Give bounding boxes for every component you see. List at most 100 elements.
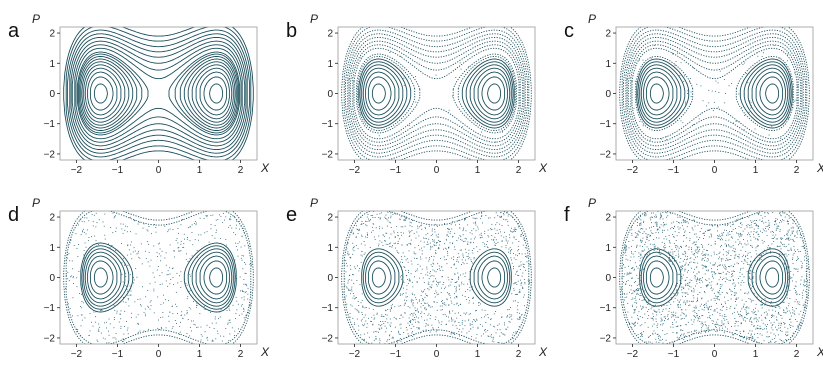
chaos-point [672, 236, 674, 238]
chaos-point [692, 333, 694, 334]
chaos-point [738, 234, 740, 236]
chaos-point [640, 253, 642, 255]
chaos-point [753, 223, 755, 224]
chaos-point [780, 302, 782, 303]
chaos-point [662, 304, 664, 306]
chaos-point [465, 291, 466, 293]
chaos-point [732, 313, 733, 315]
chaos-point [686, 101, 688, 103]
chaos-point [228, 308, 230, 310]
chaos-point [674, 260, 675, 262]
chaos-point [463, 228, 464, 230]
chaos-point [717, 230, 718, 232]
chaos-point [703, 238, 704, 239]
chaos-point [83, 231, 85, 233]
chaos-point [765, 318, 767, 319]
chaos-point [738, 263, 739, 265]
chaos-point [624, 273, 626, 275]
chaos-point [747, 293, 749, 295]
chaos-point [739, 333, 741, 334]
chaos-point [170, 279, 172, 280]
chaos-point [713, 271, 715, 273]
orbit-curve [643, 71, 674, 116]
chaos-point [755, 303, 757, 305]
chaos-point [639, 295, 641, 297]
chaos-point [441, 266, 443, 268]
chaos-point [353, 295, 355, 297]
chaos-point [780, 215, 782, 217]
x-tick-label: 0 [712, 349, 718, 360]
chaos-point [408, 335, 410, 337]
chaos-point [766, 331, 768, 333]
chaos-point [677, 283, 678, 284]
chaos-point [699, 316, 700, 317]
chaos-point [701, 315, 703, 317]
chaos-point [68, 280, 70, 282]
chaos-point [682, 330, 684, 331]
chaos-point [697, 294, 699, 295]
chaos-point [694, 275, 696, 277]
chaos-point [454, 293, 455, 295]
chaos-point [232, 304, 234, 306]
chaos-point [425, 308, 427, 310]
chaos-point [667, 314, 669, 316]
chaos-point [641, 335, 643, 337]
chaos-point [469, 290, 471, 292]
chaos-point [83, 261, 85, 263]
chaos-point [432, 239, 433, 241]
chaos-point [704, 265, 706, 267]
chaos-point [101, 332, 102, 334]
chaos-point [480, 303, 481, 305]
chaos-point [393, 230, 395, 232]
chaos-point [735, 248, 736, 250]
chaos-point [717, 237, 719, 239]
chaos-point [185, 282, 187, 284]
chaos-point [706, 266, 707, 267]
x-tick-label: −1 [112, 165, 124, 176]
chaos-point [493, 336, 495, 338]
chaos-point [495, 244, 496, 246]
chaos-point [699, 279, 700, 281]
chaos-point [196, 302, 198, 304]
chaos-point [715, 243, 716, 245]
chaos-point [515, 239, 517, 240]
chaos-point [351, 279, 353, 281]
chaos-point [405, 219, 406, 221]
chaos-point [701, 298, 703, 300]
chaos-point [727, 232, 729, 234]
chaos-point [683, 333, 685, 335]
chaos-point [102, 337, 104, 339]
chaos-point [468, 278, 470, 280]
chaos-point [722, 306, 724, 308]
chaos-point [647, 337, 649, 338]
chaos-point [692, 229, 694, 231]
chaos-point [762, 322, 764, 324]
chaos-point [113, 319, 115, 320]
chaos-point [701, 258, 703, 260]
chaos-point [373, 211, 375, 212]
chaos-point [732, 275, 734, 277]
chaos-point [672, 234, 674, 235]
chaos-point [427, 274, 429, 276]
chaos-point [363, 241, 365, 242]
chaos-point [462, 294, 463, 296]
chaos-point [654, 310, 655, 312]
chaos-point [158, 253, 160, 255]
chaos-point [680, 258, 682, 259]
chaos-point [111, 245, 113, 246]
chaos-point [420, 306, 422, 308]
chaos-point [82, 269, 84, 271]
chaos-point [658, 126, 660, 128]
chaos-point [68, 311, 70, 313]
chaos-point [94, 235, 96, 237]
chaos-point [442, 314, 444, 316]
chaos-point [670, 260, 671, 262]
chaos-point [105, 321, 107, 323]
chaos-point [213, 328, 215, 329]
chaos-point [626, 249, 628, 251]
chaos-point [372, 323, 374, 325]
chaos-point [445, 248, 447, 250]
orbit-curve [347, 33, 526, 154]
chaos-point [523, 264, 525, 265]
chaos-point [389, 221, 391, 223]
